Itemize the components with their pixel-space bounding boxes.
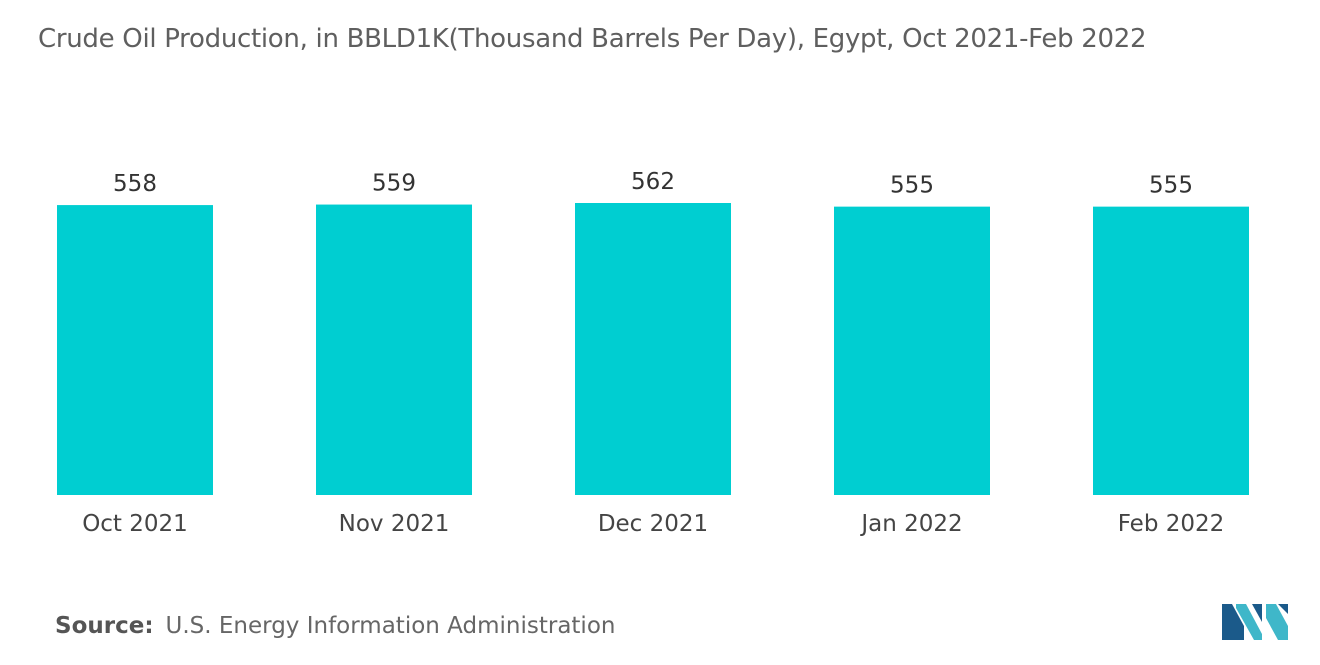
x-tick-label: Feb 2022 (1118, 511, 1225, 537)
source-note: Source: U.S. Energy Information Administr… (55, 613, 615, 639)
bar-nov-2021 (316, 205, 472, 495)
bar-feb-2022 (1093, 207, 1249, 495)
x-tick-label: Oct 2021 (82, 511, 188, 537)
data-label: 562 (631, 169, 675, 195)
bar-chart: 558 Oct 2021 559 Nov 2021 562 Dec 2021 555 Jan … (0, 0, 1320, 560)
data-label: 559 (372, 171, 416, 197)
data-label: 555 (890, 173, 934, 199)
x-tick-label: Nov 2021 (339, 511, 450, 537)
bar-oct-2021 (57, 205, 213, 495)
x-tick-label: Dec 2021 (598, 511, 708, 537)
source-text: U.S. Energy Information Administration (166, 613, 616, 639)
mordor-intelligence-logo (1222, 600, 1288, 640)
data-label: 558 (113, 171, 157, 197)
source-label: Source: (55, 613, 154, 639)
data-label: 555 (1149, 173, 1193, 199)
bar-dec-2021 (575, 203, 731, 495)
x-tick-label: Jan 2022 (859, 511, 962, 537)
bar-jan-2022 (834, 207, 990, 495)
